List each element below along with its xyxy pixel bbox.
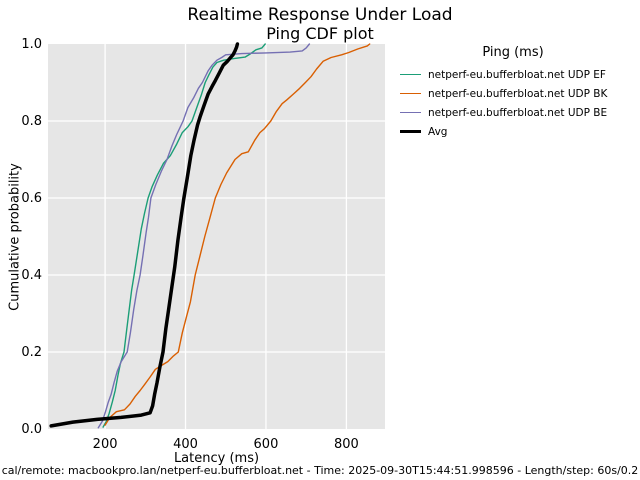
legend-entry: netperf-eu.bufferbloat.net UDP EF bbox=[400, 65, 640, 84]
y-tick-label: 0.0 bbox=[21, 422, 42, 437]
series-line-ef bbox=[102, 43, 266, 428]
footer-metadata-text: cal/remote: macbookpro.lan/netperf-eu.bu… bbox=[1, 464, 639, 477]
legend-entry-label: netperf-eu.bufferbloat.net UDP BK bbox=[428, 87, 608, 100]
x-tick-label: 800 bbox=[333, 437, 359, 452]
legend-line-swatch bbox=[400, 93, 421, 94]
legend-entry-label: netperf-eu.bufferbloat.net UDP BE bbox=[428, 106, 608, 119]
legend-title: Ping (ms) bbox=[482, 45, 544, 60]
series-line-avg bbox=[49, 42, 240, 428]
y-tick-label: 0.6 bbox=[21, 191, 42, 206]
chart-subtitle: Ping CDF plot bbox=[266, 24, 374, 43]
x-axis-label: Latency (ms) bbox=[173, 451, 260, 466]
chart-title: Realtime Response Under Load bbox=[187, 5, 453, 25]
y-tick-label: 0.2 bbox=[21, 345, 42, 360]
y-tick-label: 0.4 bbox=[21, 268, 42, 283]
legend-entry-label: Avg bbox=[428, 125, 448, 138]
legend-line-swatch bbox=[400, 112, 421, 113]
legend-entries: netperf-eu.bufferbloat.net UDP EF netperf… bbox=[400, 65, 640, 141]
x-tick-label: 600 bbox=[253, 437, 279, 452]
series-line-bk bbox=[104, 43, 371, 426]
plot-area bbox=[48, 42, 385, 429]
legend-entry: Avg bbox=[400, 122, 640, 141]
series-line-be bbox=[97, 43, 311, 429]
legend-line-swatch bbox=[400, 74, 421, 75]
x-tick-label: 400 bbox=[173, 437, 198, 452]
y-axis-label: Cumulative probability bbox=[7, 163, 23, 311]
legend: Ping (ms) netperf-eu.bufferbloat.net UDP… bbox=[400, 45, 640, 141]
y-tick-label: 1.0 bbox=[21, 37, 42, 52]
legend-entry: netperf-eu.bufferbloat.net UDP BE bbox=[400, 103, 640, 122]
legend-entry-label: netperf-eu.bufferbloat.net UDP EF bbox=[428, 68, 606, 81]
cdf-chart-canvas bbox=[48, 42, 385, 429]
legend-entry: netperf-eu.bufferbloat.net UDP BK bbox=[400, 84, 640, 103]
legend-line-swatch bbox=[400, 130, 421, 133]
x-tick-label: 200 bbox=[92, 437, 118, 452]
y-tick-label: 0.8 bbox=[21, 114, 42, 129]
